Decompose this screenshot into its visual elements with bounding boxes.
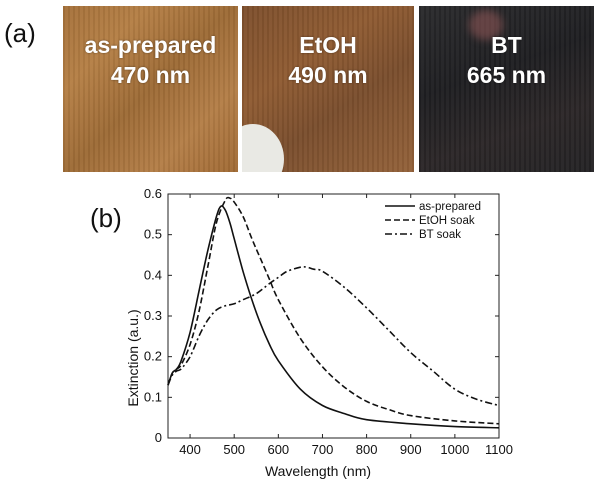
x-tick-label: 800 [356,442,378,457]
series-line-etoh-soak [167,196,500,425]
series-line-bt-soak [167,266,500,407]
y-tick-label: 0.5 [144,227,162,242]
legend-entry: BT soak [419,229,461,241]
y-tick-label: 0.3 [144,308,162,323]
photo-caption-name: BT [491,32,522,58]
y-tick-label: 0.1 [144,389,162,404]
x-tick-label: 700 [312,442,334,457]
x-tick-label: 900 [400,442,422,457]
photo-texture [419,6,594,172]
legend-entry: as-prepared [419,201,481,213]
legend-entry: EtOH soak [419,215,475,227]
x-tick-label: 500 [223,442,245,457]
photo-caption-peak: 470 nm [110,62,191,88]
y-tick-label: 0.6 [144,186,162,201]
extinction-chart: 400 500 600 700 800 900 1000 1100 0 0.1 0.2 0.3 0.4 0… [125,186,513,479]
axes-layer: 400 500 600 700 800 900 1000 1100 0 0.1 0.2 0.3 0.4 0… [144,186,513,457]
panel-label-b: (b) [90,203,122,233]
y-axis-label: Extinction (a.u.) [125,309,141,406]
series-line-as-prepared [167,205,500,429]
photo-caption-peak: 490 nm [288,62,368,88]
x-tick-label: 600 [267,442,289,457]
photo-caption-name: as-prepared [84,32,217,58]
y-tick-label: 0.4 [144,267,162,282]
photo-etoh: EtOH 490 nm [242,6,414,172]
x-tick-label: 1000 [440,442,469,457]
x-tick-label: 400 [179,442,201,457]
series-layer [167,196,500,429]
photo-caption-name: EtOH [299,32,357,58]
x-axis-label: Wavelength (nm) [265,463,371,479]
photo-texture [63,6,238,172]
panel-label-a: (a) [4,18,36,48]
x-tick-label: 1100 [485,442,513,457]
photo-as-prepared: as-prepared 470 nm [63,6,238,172]
y-tick-label: 0 [155,430,162,445]
y-tick-label: 0.2 [144,349,162,364]
photo-bt: BT 665 nm [419,6,594,172]
photo-reflection [469,10,503,40]
photo-caption-peak: 665 nm [466,62,547,88]
legend: as-prepared EtOH soak BT soak [385,201,481,241]
